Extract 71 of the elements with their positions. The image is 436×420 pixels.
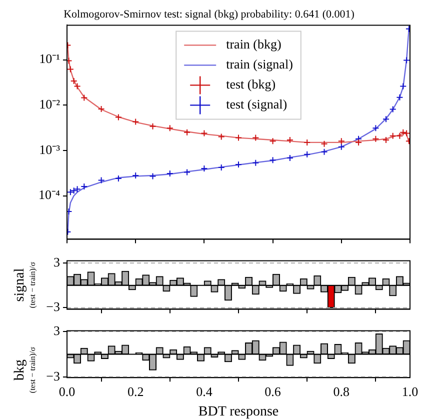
point	[382, 136, 390, 144]
point	[403, 130, 410, 137]
y-tick-label: 3	[54, 254, 60, 270]
point	[320, 140, 328, 148]
point	[166, 170, 174, 177]
legend-label: train (bkg)	[226, 36, 282, 52]
y-axis-title: bkg (test − train)/σ	[12, 346, 38, 394]
x-tick-label: 0.6	[264, 384, 282, 399]
point	[149, 172, 156, 180]
point	[184, 168, 191, 176]
point	[132, 172, 140, 179]
point	[70, 187, 78, 194]
x-axis-title: BDT response	[198, 404, 279, 420]
point	[114, 175, 122, 182]
y-tick-label: 10⁻²	[39, 96, 60, 112]
point	[304, 138, 311, 146]
y-tick-label: 10⁻⁴	[38, 187, 60, 202]
point	[74, 186, 81, 193]
point	[235, 160, 242, 168]
legend-label: test (bkg)	[226, 76, 276, 92]
point	[403, 56, 410, 64]
point	[166, 124, 174, 132]
point	[218, 133, 225, 140]
y-axis-title: signal (test − train)/σ	[12, 261, 38, 308]
y-tick-label: 10⁻¹	[39, 51, 60, 66]
point	[252, 159, 260, 166]
point	[80, 183, 88, 190]
point	[286, 154, 294, 162]
chart-title: Kolmogorov-Smirnov test: signal (bkg) probability: 0.641 (0.001)	[64, 8, 355, 20]
point	[396, 132, 404, 140]
legend-label: train (signal)	[226, 56, 293, 72]
point	[235, 134, 242, 142]
point	[269, 156, 276, 164]
point	[400, 128, 407, 136]
point	[382, 116, 390, 123]
point	[338, 138, 345, 145]
x-tick-label: 1.0	[402, 384, 418, 399]
point	[98, 106, 105, 113]
y-tick-label: 10⁻³	[39, 142, 60, 157]
point	[372, 124, 380, 132]
point	[338, 143, 345, 150]
point	[320, 148, 328, 156]
point	[355, 138, 362, 146]
point	[200, 164, 208, 172]
point	[80, 94, 88, 102]
point	[132, 118, 140, 126]
point	[389, 106, 396, 113]
point	[184, 128, 191, 136]
point	[149, 122, 156, 130]
point	[218, 164, 225, 172]
point	[396, 94, 404, 101]
point	[252, 134, 260, 142]
point	[400, 82, 407, 90]
x-tick-label: 0.0	[58, 384, 76, 399]
y-tick-label: −3	[46, 299, 60, 314]
point	[304, 150, 311, 158]
point	[372, 135, 380, 142]
point	[200, 130, 208, 137]
legend-label: test (signal)	[226, 96, 288, 112]
point	[114, 114, 122, 121]
x-tick-label: 0.2	[127, 384, 144, 399]
x-tick-label: 0.4	[196, 384, 213, 399]
y-tick-label: −3	[46, 368, 60, 384]
point	[389, 132, 396, 140]
point	[67, 66, 74, 73]
y-tick-label: 3	[54, 322, 60, 338]
point	[98, 176, 105, 184]
x-tick-label: 0.8	[333, 384, 350, 399]
point	[286, 136, 294, 144]
point	[67, 188, 74, 196]
point	[269, 138, 276, 145]
